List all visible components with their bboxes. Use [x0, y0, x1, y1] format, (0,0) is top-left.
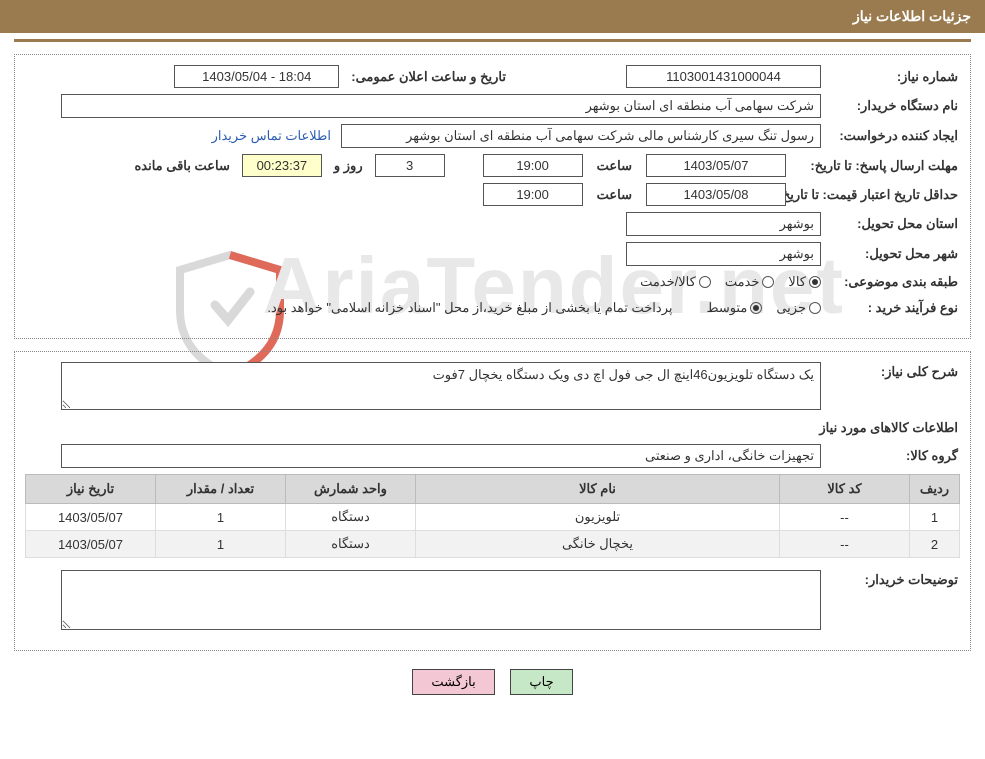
- table-row: 1--تلویزیوندستگاه11403/05/07: [26, 504, 960, 531]
- group-value: تجهیزات خانگی، اداری و صنعتی: [61, 444, 821, 468]
- need-desc-value: یک دستگاه تلویزیون46اینچ ال جی فول اچ دی…: [61, 362, 821, 410]
- page-title-bar: جزئیات اطلاعات نیاز: [0, 0, 985, 33]
- radio-icon: [809, 302, 821, 314]
- header-underline: [14, 39, 971, 42]
- creator-label: ایجاد کننده درخواست:: [825, 126, 960, 146]
- button-row: چاپ بازگشت: [0, 669, 985, 695]
- buyer-contact-link[interactable]: اطلاعات تماس خریدار: [212, 128, 331, 144]
- items-title: اطلاعات کالاهای مورد نیاز: [27, 420, 958, 436]
- buyer-label: نام دستگاه خریدار:: [825, 96, 960, 116]
- validity-label: حداقل تاریخ اعتبار قیمت: تا تاریخ:: [790, 185, 960, 205]
- need-desc-label: شرح کلی نیاز:: [825, 362, 960, 382]
- back-button[interactable]: بازگشت: [412, 669, 494, 695]
- page-title: جزئیات اطلاعات نیاز: [853, 8, 971, 24]
- remaining-days: 3: [375, 154, 445, 177]
- deadline-time: 19:00: [483, 154, 583, 177]
- items-col-1: کد کالا: [780, 475, 910, 504]
- deadline-date: 1403/05/07: [646, 154, 786, 177]
- purchase-minor-radio[interactable]: جزیی: [776, 300, 821, 316]
- need-detail-section: شرح کلی نیاز: یک دستگاه تلویزیون46اینچ ا…: [14, 351, 971, 651]
- class-service-radio[interactable]: خدمت: [725, 274, 775, 290]
- purchase-minor-text: جزیی: [776, 300, 806, 316]
- purchase-note: پرداخت تمام یا بخشی از مبلغ خرید،از محل …: [267, 300, 672, 316]
- items-col-3: واحد شمارش: [286, 475, 416, 504]
- items-col-0: ردیف: [910, 475, 960, 504]
- need-no-label: شماره نیاز:: [825, 67, 960, 87]
- print-button[interactable]: چاپ: [510, 669, 572, 695]
- purchase-type-label: نوع فرآیند خرید :: [825, 298, 960, 318]
- table-row: 2--یخچال خانگیدستگاه11403/05/07: [26, 531, 960, 558]
- items-table: ردیفکد کالانام کالاواحد شمارشتعداد / مقد…: [25, 474, 960, 558]
- delivery-city-label: شهر محل تحویل:: [825, 244, 960, 264]
- announce-label: تاریخ و ساعت اعلان عمومی:: [349, 67, 508, 87]
- validity-date: 1403/05/08: [646, 183, 786, 206]
- class-goods-radio[interactable]: کالا: [788, 274, 821, 290]
- radio-icon: [809, 276, 821, 288]
- classification-label: طبقه بندی موضوعی:: [825, 272, 960, 292]
- items-col-5: تاریخ نیاز: [26, 475, 156, 504]
- purchase-medium-text: متوسط: [706, 300, 747, 316]
- validity-time-label: ساعت: [595, 185, 634, 205]
- buyer-value: شرکت سهامی آب منطقه ای استان بوشهر: [61, 94, 821, 118]
- items-header-row: ردیفکد کالانام کالاواحد شمارشتعداد / مقد…: [26, 475, 960, 504]
- group-label: گروه کالا:: [825, 446, 960, 466]
- deadline-label: مهلت ارسال پاسخ: تا تاریخ:: [790, 156, 960, 176]
- class-goods-service-text: کالا/خدمت: [640, 274, 696, 290]
- radio-icon: [699, 276, 711, 288]
- radio-icon: [750, 302, 762, 314]
- class-service-text: خدمت: [725, 274, 760, 290]
- class-goods-text: کالا: [788, 274, 806, 290]
- creator-value: رسول تنگ سیری کارشناس مالی شرکت سهامی آب…: [341, 124, 821, 148]
- radio-icon: [762, 276, 774, 288]
- items-body: 1--تلویزیوندستگاه11403/05/072--یخچال خان…: [26, 504, 960, 558]
- days-and-label: روز و: [332, 156, 365, 176]
- announce-value: 1403/05/04 - 18:04: [174, 65, 339, 88]
- buyer-notes-value: [61, 570, 821, 630]
- remaining-time: 00:23:37: [242, 154, 322, 177]
- validity-time: 19:00: [483, 183, 583, 206]
- delivery-province: بوشهر: [626, 212, 821, 236]
- need-basic-section: شماره نیاز: 1103001431000044 تاریخ و ساع…: [14, 54, 971, 339]
- deadline-time-label: ساعت: [595, 156, 634, 176]
- need-no-value: 1103001431000044: [626, 65, 821, 88]
- purchase-medium-radio[interactable]: متوسط: [706, 300, 762, 316]
- remaining-suffix: ساعت باقی مانده: [132, 156, 231, 176]
- items-col-4: تعداد / مقدار: [156, 475, 286, 504]
- buyer-notes-label: توضیحات خریدار:: [825, 570, 960, 590]
- class-goods-service-radio[interactable]: کالا/خدمت: [640, 274, 711, 290]
- delivery-province-label: استان محل تحویل:: [825, 214, 960, 234]
- items-col-2: نام کالا: [416, 475, 780, 504]
- delivery-city: بوشهر: [626, 242, 821, 266]
